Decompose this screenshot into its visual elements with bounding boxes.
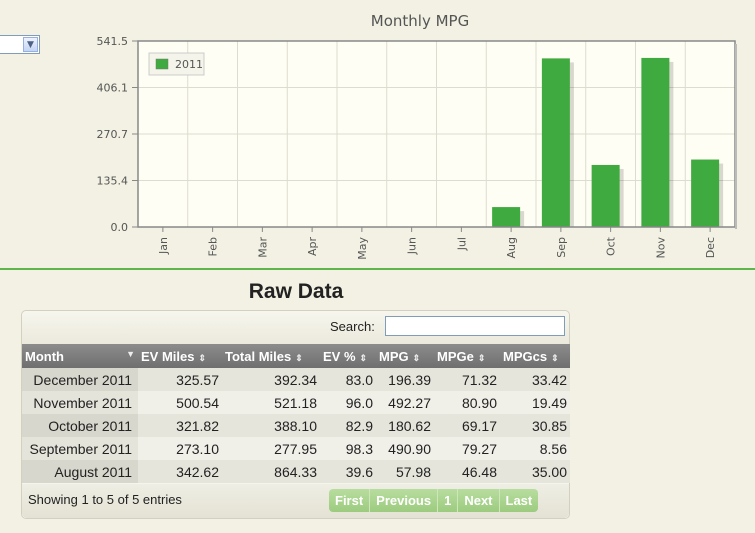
sort-icon: ⇕ bbox=[551, 352, 559, 363]
table-row: August 2011 342.62 864.33 39.6 57.98 46.48 35.… bbox=[22, 460, 570, 483]
table-cell: 521.18 bbox=[222, 391, 320, 414]
table-cell: 39.6 bbox=[320, 460, 376, 483]
table-cell: 83.0 bbox=[320, 368, 376, 391]
sort-icon: ⇕ bbox=[198, 352, 207, 363]
x-tick-label: Nov bbox=[654, 237, 667, 259]
bar-sep bbox=[541, 58, 570, 227]
table-cell: 79.27 bbox=[434, 437, 500, 460]
table-cell: November 2011 bbox=[22, 391, 138, 414]
y-tick-label: 541.5 bbox=[97, 35, 129, 48]
table-cell: 80.90 bbox=[434, 391, 500, 414]
search-input[interactable] bbox=[385, 316, 565, 336]
raw-data-panel: Search: Month ▼ EV Miles ⇕ Total Miles ⇕ EV… bbox=[21, 310, 570, 519]
x-tick-label: Jun bbox=[406, 237, 419, 255]
pagination: First Previous 1 Next Last bbox=[329, 489, 539, 512]
col-header-mpg[interactable]: MPG ⇕ bbox=[376, 344, 434, 368]
sort-desc-icon: ▼ bbox=[126, 348, 135, 359]
table-toolbar: Search: bbox=[22, 311, 569, 344]
col-header-month[interactable]: Month ▼ bbox=[22, 344, 138, 368]
bar-aug bbox=[492, 207, 521, 227]
y-tick-label: 406.1 bbox=[97, 82, 129, 95]
mpg-chart: 0.0 135.4 270.7 406.1 541.5 Jan Feb Mar Apr May Ju… bbox=[97, 35, 737, 260]
page-1-button[interactable]: 1 bbox=[438, 489, 459, 512]
table-cell: 392.34 bbox=[222, 368, 320, 391]
raw-data-title: Raw Data bbox=[248, 280, 344, 303]
table-cell: 69.17 bbox=[434, 414, 500, 437]
x-tick-label: Aug bbox=[505, 237, 518, 258]
legend-label: 2011 bbox=[175, 58, 203, 71]
table-cell: 492.27 bbox=[376, 391, 434, 414]
table-cell: 98.3 bbox=[320, 437, 376, 460]
table-cell: 96.0 bbox=[320, 391, 376, 414]
table-cell: 57.98 bbox=[376, 460, 434, 483]
x-tick-label: Sep bbox=[555, 237, 568, 258]
sort-icon: ⇕ bbox=[412, 352, 421, 363]
table-cell: October 2011 bbox=[22, 414, 138, 437]
table-cell: 321.82 bbox=[138, 414, 222, 437]
table-cell: 8.56 bbox=[500, 437, 570, 460]
section-divider bbox=[0, 268, 755, 270]
search-label: Search: bbox=[330, 319, 375, 334]
table-cell: 196.39 bbox=[376, 368, 434, 391]
col-header-mpgcs[interactable]: MPGcs ⇕ bbox=[500, 344, 570, 368]
table-cell: 19.49 bbox=[500, 391, 570, 414]
bar-oct bbox=[591, 164, 620, 227]
table-cell: 273.10 bbox=[138, 437, 222, 460]
x-tick-label: Dec bbox=[704, 237, 717, 258]
table-header-row: Month ▼ EV Miles ⇕ Total Miles ⇕ EV % ⇕ MPG ⇕… bbox=[22, 344, 570, 368]
table-cell: 82.9 bbox=[320, 414, 376, 437]
chevron-down-icon[interactable]: ▼ bbox=[23, 37, 38, 52]
table-cell: December 2011 bbox=[22, 368, 138, 391]
table-row: November 2011 500.54 521.18 96.0 492.27 80.90… bbox=[22, 391, 570, 414]
table-cell: 864.33 bbox=[222, 460, 320, 483]
table-cell: September 2011 bbox=[22, 437, 138, 460]
y-tick-label: 135.4 bbox=[97, 175, 129, 188]
table-cell: 490.90 bbox=[376, 437, 434, 460]
table-cell: 46.48 bbox=[434, 460, 500, 483]
table-cell: 30.85 bbox=[500, 414, 570, 437]
sort-icon: ⇕ bbox=[359, 352, 368, 363]
x-tick-label: Apr bbox=[306, 237, 319, 257]
raw-data-table: Month ▼ EV Miles ⇕ Total Miles ⇕ EV % ⇕ MPG ⇕… bbox=[22, 344, 570, 483]
x-tick-label: Jul bbox=[455, 237, 468, 251]
table-cell: 35.00 bbox=[500, 460, 570, 483]
col-header-ev-pct[interactable]: EV % ⇕ bbox=[320, 344, 376, 368]
table-cell: 388.10 bbox=[222, 414, 320, 437]
table-cell: 342.62 bbox=[138, 460, 222, 483]
table-cell: 325.57 bbox=[138, 368, 222, 391]
legend-box bbox=[148, 52, 205, 76]
table-row: December 2011 325.57 392.34 83.0 196.39 71.32… bbox=[22, 368, 570, 391]
table-footer: Showing 1 to 5 of 5 entries First Previo… bbox=[22, 484, 569, 518]
x-tick-label: May bbox=[356, 237, 369, 260]
col-header-ev-miles[interactable]: EV Miles ⇕ bbox=[138, 344, 222, 368]
sort-icon: ⇕ bbox=[477, 352, 486, 363]
sort-icon: ⇕ bbox=[295, 352, 303, 363]
next-page-button[interactable]: Next bbox=[458, 489, 500, 512]
table-row: October 2011 321.82 388.10 82.9 180.62 69.17 3… bbox=[22, 414, 570, 437]
last-page-button[interactable]: Last bbox=[499, 489, 539, 512]
bar-dec bbox=[691, 159, 720, 227]
previous-page-button[interactable]: Previous bbox=[370, 489, 439, 512]
entries-info: Showing 1 to 5 of 5 entries bbox=[28, 492, 182, 507]
table-row: September 2011 273.10 277.95 98.3 490.90 79.2… bbox=[22, 437, 570, 460]
table-cell: 500.54 bbox=[138, 391, 222, 414]
x-tick-label: Mar bbox=[256, 237, 269, 258]
x-tick-label: Jan bbox=[157, 237, 170, 255]
table-cell: 180.62 bbox=[376, 414, 434, 437]
col-header-mpge[interactable]: MPGe ⇕ bbox=[434, 344, 500, 368]
table-cell: August 2011 bbox=[22, 460, 138, 483]
year-select[interactable]: ▼ bbox=[0, 35, 40, 54]
table-cell: 33.42 bbox=[500, 368, 570, 391]
chart-title: Monthly MPG bbox=[370, 12, 470, 30]
y-tick-label: 270.7 bbox=[97, 128, 129, 141]
col-header-total-miles[interactable]: Total Miles ⇕ bbox=[222, 344, 320, 368]
x-tick-label: Feb bbox=[207, 237, 220, 256]
first-page-button[interactable]: First bbox=[329, 489, 371, 512]
legend-swatch bbox=[155, 58, 169, 70]
y-tick-label: 0.0 bbox=[111, 221, 129, 234]
table-cell: 71.32 bbox=[434, 368, 500, 391]
bar-nov bbox=[641, 57, 670, 227]
table-cell: 277.95 bbox=[222, 437, 320, 460]
x-tick-label: Oct bbox=[605, 236, 618, 256]
